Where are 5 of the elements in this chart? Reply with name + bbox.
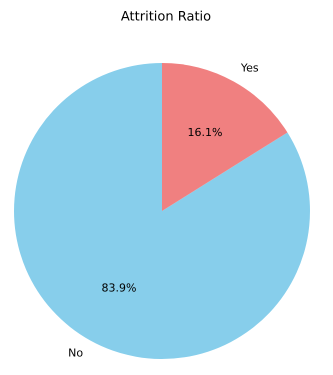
chart-title: Attrition Ratio bbox=[120, 9, 212, 24]
slice-label: No bbox=[68, 346, 84, 360]
data-label: 16.1% bbox=[188, 126, 222, 140]
slice-label: Yes bbox=[240, 61, 259, 74]
data-label: 83.9% bbox=[102, 282, 136, 295]
